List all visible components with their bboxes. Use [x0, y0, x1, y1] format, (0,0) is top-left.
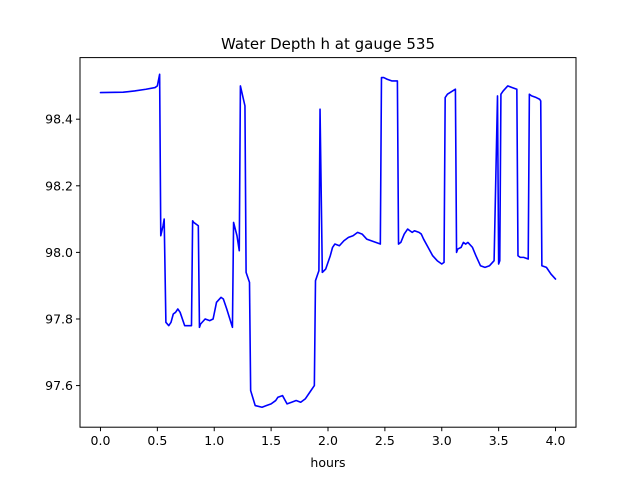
x-tick-label: 1.0: [204, 433, 224, 448]
y-axis: 97.6 97.8 98.0 98.2 98.4: [45, 112, 80, 393]
x-tick-label: 4.0: [546, 433, 566, 448]
x-tick-label: 1.5: [261, 433, 281, 448]
x-tick-label: 0.0: [91, 433, 111, 448]
x-axis: 0.0 0.5 1.0 1.5 2.0 2.5 3.0 3.5 4.0: [91, 427, 566, 448]
y-tick-label: 98.0: [45, 245, 73, 260]
y-tick-label: 97.8: [45, 311, 73, 326]
x-tick-label: 0.5: [147, 433, 167, 448]
y-tick-label: 98.2: [45, 178, 73, 193]
x-tick-label: 2.0: [318, 433, 338, 448]
chart-title: Water Depth h at gauge 535: [221, 35, 435, 53]
plot-area: [99, 73, 557, 409]
y-tick-label: 97.6: [45, 378, 73, 393]
x-tick-label: 3.5: [489, 433, 509, 448]
plot-frame: [79, 57, 577, 428]
y-tick-label: 98.4: [45, 112, 73, 127]
x-axis-title: hours: [310, 455, 345, 470]
series-line-0: [99, 73, 557, 409]
x-tick-label: 2.5: [375, 433, 395, 448]
x-tick-label: 3.0: [432, 433, 452, 448]
